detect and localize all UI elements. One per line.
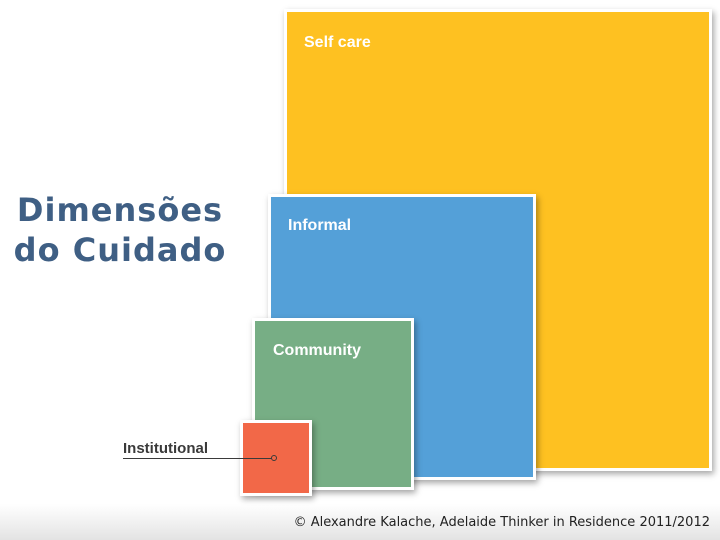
informal-label: Informal xyxy=(288,217,352,234)
institutional-leader-dot xyxy=(271,455,277,461)
self-care-label: Self care xyxy=(304,34,371,51)
slide-title-line-1: Dimensões xyxy=(16,191,224,229)
institutional-leader-line xyxy=(123,458,273,459)
footer-band xyxy=(0,504,720,540)
copyright-footer: © Alexandre Kalache, Adelaide Thinker in… xyxy=(293,515,710,530)
slide-title: Dimensões do Cuidado xyxy=(0,190,240,270)
slide-title-line-2: do Cuidado xyxy=(13,231,227,269)
institutional-label: Institutional xyxy=(123,440,208,457)
community-label: Community xyxy=(273,342,361,359)
